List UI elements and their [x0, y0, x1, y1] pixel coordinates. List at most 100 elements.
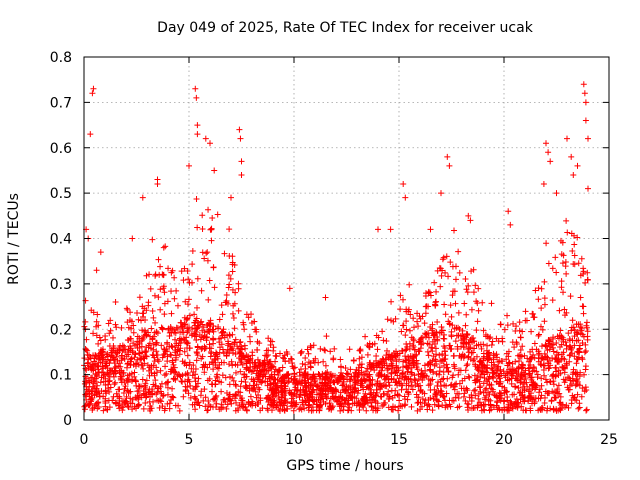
data-point — [159, 325, 166, 332]
data-point — [113, 350, 120, 357]
data-point — [504, 322, 511, 329]
data-point — [491, 369, 498, 376]
data-point — [132, 351, 139, 358]
data-point — [568, 230, 575, 237]
data-point — [238, 402, 245, 409]
data-point — [435, 398, 442, 405]
data-point — [215, 325, 222, 332]
data-point — [171, 369, 178, 376]
data-point — [302, 398, 309, 405]
data-point — [576, 345, 583, 352]
data-point — [332, 393, 339, 400]
data-point — [578, 255, 585, 262]
data-point — [422, 303, 429, 310]
data-point — [194, 275, 201, 282]
data-point — [104, 406, 111, 413]
data-point — [561, 312, 568, 319]
data-point — [305, 379, 312, 386]
data-point — [553, 269, 560, 276]
data-point — [145, 389, 152, 396]
data-point — [103, 360, 110, 367]
data-point — [113, 324, 120, 331]
data-point — [124, 387, 131, 394]
data-point — [443, 253, 450, 260]
data-point — [465, 339, 472, 346]
data-point — [254, 401, 261, 408]
data-point — [571, 327, 578, 334]
data-point — [581, 371, 588, 378]
data-point — [315, 359, 322, 366]
data-point — [204, 407, 211, 414]
data-point — [422, 333, 429, 340]
data-point — [582, 117, 589, 124]
data-point — [522, 317, 529, 324]
data-point — [237, 393, 244, 400]
data-point — [126, 317, 133, 324]
data-point — [366, 385, 373, 392]
y-tick-label: 0.4 — [50, 232, 72, 248]
data-point — [575, 405, 582, 412]
data-point — [237, 383, 244, 390]
data-point — [577, 272, 584, 279]
data-point — [199, 364, 206, 371]
data-point — [95, 340, 102, 347]
data-point — [97, 379, 104, 386]
data-point — [150, 381, 157, 388]
data-point — [133, 341, 140, 348]
data-point — [468, 306, 475, 313]
data-point — [168, 288, 175, 295]
data-point — [168, 310, 175, 317]
data-point — [290, 365, 297, 372]
data-point — [210, 264, 217, 271]
data-point — [237, 135, 244, 142]
data-point — [538, 392, 545, 399]
data-point — [456, 269, 463, 276]
data-point — [455, 390, 462, 397]
data-point — [219, 311, 226, 318]
data-point — [416, 313, 423, 320]
data-point — [204, 322, 211, 329]
data-point — [322, 347, 329, 354]
data-point — [184, 384, 191, 391]
data-point — [169, 267, 176, 274]
data-point — [487, 397, 494, 404]
data-point — [388, 298, 395, 305]
data-point — [229, 268, 236, 275]
data-point — [544, 379, 551, 386]
data-point — [181, 265, 188, 272]
data-point — [470, 289, 477, 296]
data-point — [475, 285, 482, 292]
data-point — [458, 354, 465, 361]
data-point — [215, 365, 222, 372]
data-point — [399, 348, 406, 355]
data-point — [302, 355, 309, 362]
data-point — [245, 314, 252, 321]
data-point — [125, 388, 132, 395]
data-point — [139, 335, 146, 342]
data-point — [121, 399, 128, 406]
data-point — [182, 359, 189, 366]
data-point — [396, 350, 403, 357]
data-point — [152, 319, 159, 326]
data-point — [257, 397, 264, 404]
data-point — [208, 359, 215, 366]
data-point — [146, 271, 153, 278]
data-point — [85, 359, 92, 366]
data-point — [583, 322, 590, 329]
data-point — [179, 372, 186, 379]
data-point — [184, 352, 191, 359]
data-point — [368, 404, 375, 411]
data-point — [539, 406, 546, 413]
data-point — [208, 237, 215, 244]
data-point — [117, 373, 124, 380]
data-point — [135, 394, 142, 401]
data-point — [369, 341, 376, 348]
data-point — [342, 365, 349, 372]
data-point — [363, 407, 370, 414]
data-point — [468, 335, 475, 342]
data-point — [372, 405, 379, 412]
data-point — [558, 251, 565, 258]
data-point — [584, 269, 591, 276]
data-point — [442, 311, 449, 318]
data-point — [464, 289, 471, 296]
